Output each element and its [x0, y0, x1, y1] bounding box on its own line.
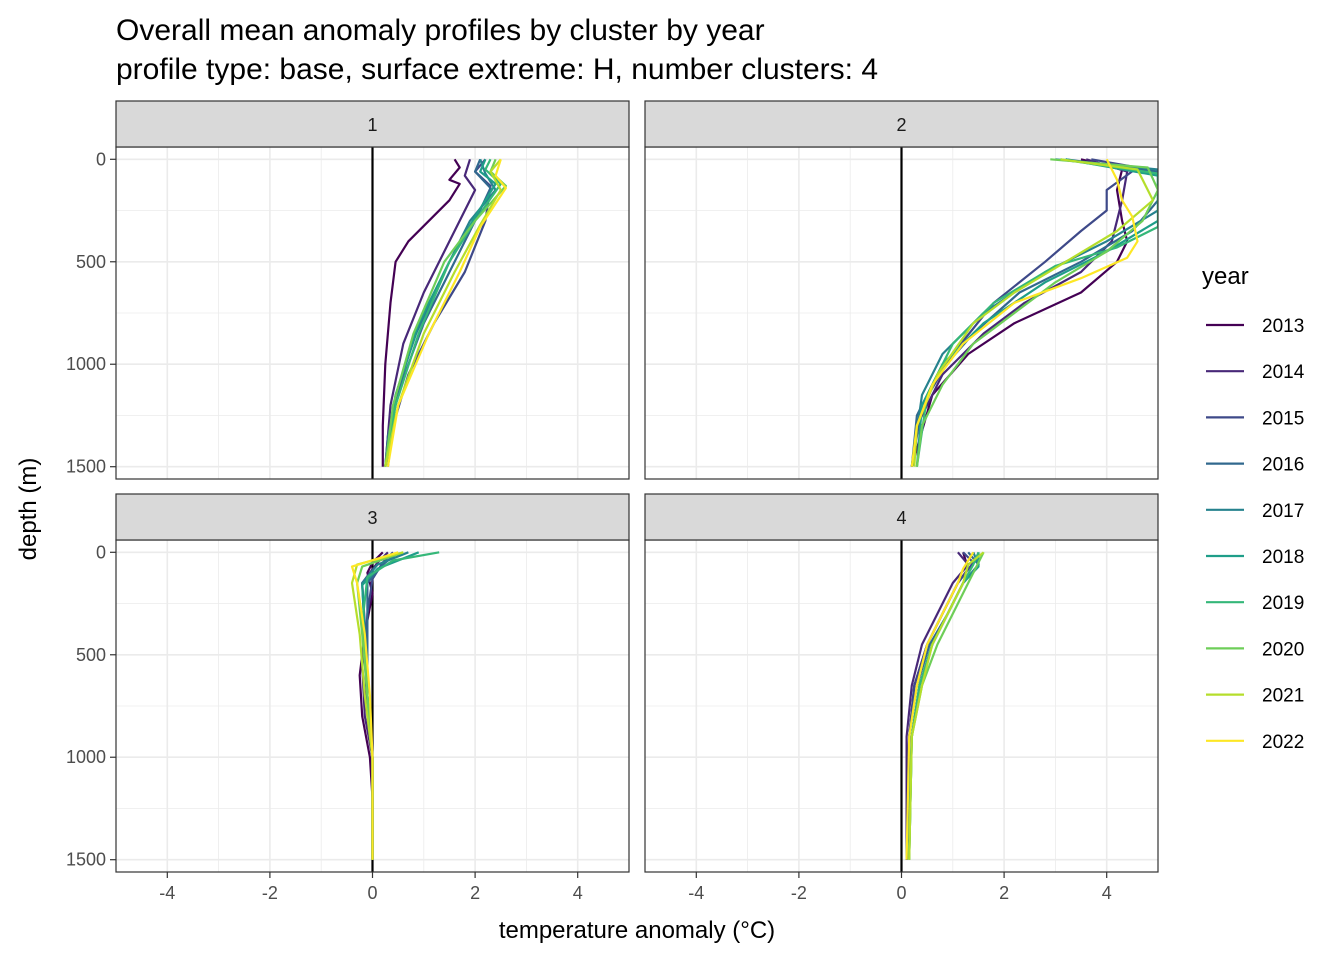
legend-item-2014: 2014	[1206, 362, 1305, 383]
y-tick-label: 0	[96, 542, 106, 562]
series-line-2022	[910, 158, 1139, 467]
legend-item-2022: 2022	[1206, 732, 1304, 753]
strip-label: 2	[896, 115, 906, 135]
x-tick-label: 4	[1102, 883, 1112, 903]
series-line-2013	[381, 158, 461, 467]
y-tick-label: 500	[76, 645, 106, 665]
legend-label: 2017	[1262, 501, 1304, 522]
chart-title: Overall mean anomaly profiles by cluster…	[116, 14, 765, 47]
series-lines	[910, 158, 1158, 468]
x-tick-label: 2	[999, 883, 1009, 903]
x-tick-label: 0	[367, 883, 377, 903]
facet-panel-4: 4 -4 -2 0 2 4	[644, 493, 1159, 903]
strip-label: 3	[367, 508, 377, 528]
series-line-2019	[384, 158, 502, 467]
legend-item-2015: 2015	[1206, 408, 1304, 429]
legend-label: 2013	[1262, 316, 1304, 337]
facet-panel-1: 1 0 500 1000 1500	[66, 100, 630, 480]
facet-panels: 1 0 500 1000 1500 2 3 0 500 1000 1500 -4 -2 0 2 4 4 -4 -2 0…	[66, 100, 1159, 903]
series-line-2021	[908, 551, 985, 860]
x-tick-label: -2	[791, 883, 807, 903]
y-axis-title: depth (m)	[15, 458, 42, 561]
legend-item-2019: 2019	[1206, 593, 1304, 614]
series-lines	[381, 158, 507, 467]
strip-label: 1	[367, 115, 377, 135]
legend-label: 2018	[1262, 547, 1304, 568]
x-axis-title: temperature anomaly (°C)	[499, 917, 775, 944]
legend-label: 2014	[1262, 362, 1305, 383]
legend: year 2013 2014 2015 2016 2017 2018 2019 2020 202…	[1202, 263, 1305, 753]
x-tick-label: -4	[159, 883, 175, 903]
series-lines	[350, 551, 440, 860]
series-line-2022	[905, 551, 975, 860]
legend-item-2017: 2017	[1206, 501, 1304, 522]
series-line-2014	[384, 158, 477, 467]
x-tick-label: 0	[896, 883, 906, 903]
series-line-2022	[386, 158, 507, 467]
legend-label: 2016	[1262, 455, 1304, 476]
facet-panel-2: 2	[644, 100, 1159, 480]
legend-title: year	[1202, 263, 1249, 290]
y-tick-label: 0	[96, 149, 106, 169]
legend-item-2018: 2018	[1206, 547, 1304, 568]
y-tick-label: 1000	[66, 354, 106, 374]
series-line-2020	[915, 158, 1158, 467]
x-tick-label: 4	[573, 883, 583, 903]
strip-label: 4	[896, 508, 906, 528]
strip-background	[115, 100, 630, 148]
facet-panel-3: 3 0 500 1000 1500 -4 -2 0 2 4	[66, 493, 630, 903]
strip-background	[644, 493, 1159, 541]
x-tick-label: -4	[688, 883, 704, 903]
x-tick-label: -2	[262, 883, 278, 903]
y-tick-label: 500	[76, 252, 106, 272]
series-line-2022	[350, 551, 399, 860]
legend-item-2021: 2021	[1206, 686, 1304, 707]
y-tick-label: 1500	[66, 850, 106, 870]
series-line-2014	[910, 158, 1129, 467]
chart-subtitle: profile type: base, surface extreme: H, …	[116, 53, 878, 86]
legend-label: 2019	[1262, 593, 1304, 614]
series-lines	[905, 551, 985, 860]
legend-label: 2021	[1262, 686, 1304, 707]
x-tick-label: 2	[470, 883, 480, 903]
y-tick-label: 1500	[66, 457, 106, 477]
y-tick-label: 1000	[66, 747, 106, 767]
legend-item-2013: 2013	[1206, 316, 1304, 337]
strip-background	[115, 493, 630, 541]
legend-item-2020: 2020	[1206, 639, 1304, 660]
legend-label: 2022	[1262, 732, 1304, 753]
series-line-2014	[905, 551, 970, 860]
legend-label: 2015	[1262, 408, 1304, 429]
legend-label: 2020	[1262, 639, 1304, 660]
strip-background	[644, 100, 1159, 148]
legend-item-2016: 2016	[1206, 455, 1304, 476]
